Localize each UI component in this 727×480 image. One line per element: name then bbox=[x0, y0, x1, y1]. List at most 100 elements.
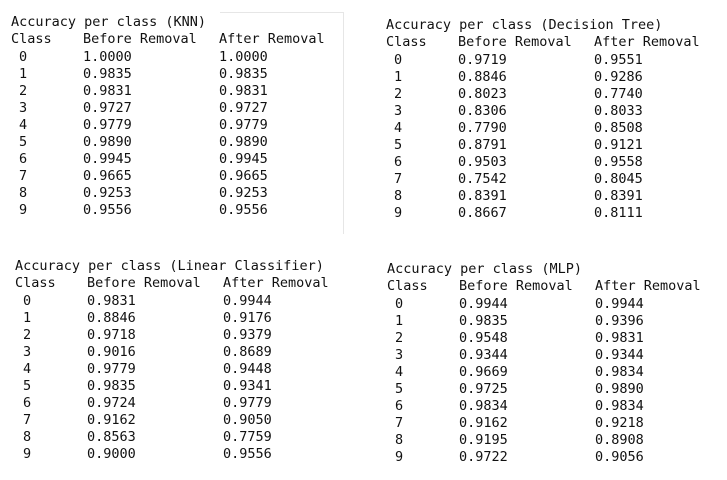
before-removal-cell: 0.8667 bbox=[458, 205, 507, 221]
after-removal-cell: 0.9176 bbox=[223, 310, 272, 326]
class-cell: 7 bbox=[394, 171, 403, 187]
after-removal-cell: 0.9050 bbox=[223, 412, 272, 428]
before-removal-cell: 0.9503 bbox=[458, 154, 507, 170]
before-removal-cell: 0.9835 bbox=[459, 313, 508, 329]
before-removal-cell: 0.9944 bbox=[459, 296, 508, 312]
before-removal-cell: 0.9665 bbox=[83, 168, 132, 184]
divider-horizontal bbox=[220, 12, 343, 13]
before-removal-cell: 0.9556 bbox=[83, 202, 132, 218]
class-cell: 9 bbox=[394, 205, 403, 221]
before-removal-cell: 0.9725 bbox=[459, 381, 508, 397]
class-cell: 4 bbox=[395, 364, 404, 380]
before-removal-cell: 0.8791 bbox=[458, 137, 507, 153]
before-removal-cell: 0.9669 bbox=[459, 364, 508, 380]
class-cell: 9 bbox=[23, 446, 32, 462]
class-cell: 7 bbox=[23, 412, 32, 428]
before-removal-cell: 0.8846 bbox=[87, 310, 136, 326]
class-cell: 0 bbox=[23, 293, 32, 309]
class-cell: 6 bbox=[23, 395, 32, 411]
header-before-removal: Before Removal bbox=[459, 278, 573, 294]
class-cell: 0 bbox=[395, 296, 404, 312]
header-after-removal: After Removal bbox=[595, 278, 701, 294]
before-removal-cell: 1.0000 bbox=[83, 49, 132, 65]
class-cell: 6 bbox=[395, 398, 404, 414]
before-removal-cell: 0.7790 bbox=[458, 120, 507, 136]
before-removal-cell: 0.9344 bbox=[459, 347, 508, 363]
before-removal-cell: 0.9016 bbox=[87, 344, 136, 360]
class-cell: 3 bbox=[395, 347, 404, 363]
panel-title: Accuracy per class (KNN) bbox=[11, 14, 207, 30]
after-removal-cell: 0.9831 bbox=[219, 83, 268, 99]
after-removal-cell: 0.9121 bbox=[594, 137, 643, 153]
class-cell: 2 bbox=[19, 83, 28, 99]
divider-vertical bbox=[343, 12, 344, 234]
after-removal-cell: 0.9779 bbox=[219, 117, 268, 133]
before-removal-cell: 0.9718 bbox=[87, 327, 136, 343]
before-removal-cell: 0.9722 bbox=[459, 449, 508, 465]
after-removal-cell: 0.8111 bbox=[594, 205, 643, 221]
class-cell: 8 bbox=[394, 188, 403, 204]
after-removal-cell: 0.9944 bbox=[595, 296, 644, 312]
header-after-removal: After Removal bbox=[223, 275, 329, 291]
after-removal-cell: 0.9944 bbox=[223, 293, 272, 309]
after-removal-cell: 0.9253 bbox=[219, 185, 268, 201]
class-cell: 4 bbox=[19, 117, 28, 133]
after-removal-cell: 0.7740 bbox=[594, 86, 643, 102]
class-cell: 4 bbox=[23, 361, 32, 377]
before-removal-cell: 0.9727 bbox=[83, 100, 132, 116]
class-cell: 3 bbox=[23, 344, 32, 360]
before-removal-cell: 0.9831 bbox=[87, 293, 136, 309]
header-before-removal: Before Removal bbox=[458, 34, 572, 50]
before-removal-cell: 0.9834 bbox=[459, 398, 508, 414]
class-cell: 3 bbox=[394, 103, 403, 119]
after-removal-cell: 0.9831 bbox=[595, 330, 644, 346]
after-removal-cell: 0.8033 bbox=[594, 103, 643, 119]
after-removal-cell: 0.9890 bbox=[595, 381, 644, 397]
after-removal-cell: 0.9834 bbox=[595, 398, 644, 414]
class-cell: 8 bbox=[395, 432, 404, 448]
after-removal-cell: 0.9556 bbox=[223, 446, 272, 462]
header-class: Class bbox=[386, 34, 427, 50]
before-removal-cell: 0.9719 bbox=[458, 52, 507, 68]
after-removal-cell: 0.9286 bbox=[594, 69, 643, 85]
before-removal-cell: 0.9835 bbox=[83, 66, 132, 82]
after-removal-cell: 0.8689 bbox=[223, 344, 272, 360]
after-removal-cell: 0.7759 bbox=[223, 429, 272, 445]
class-cell: 5 bbox=[395, 381, 404, 397]
after-removal-cell: 0.9558 bbox=[594, 154, 643, 170]
before-removal-cell: 0.9548 bbox=[459, 330, 508, 346]
class-cell: 1 bbox=[23, 310, 32, 326]
after-removal-cell: 0.9945 bbox=[219, 151, 268, 167]
class-cell: 8 bbox=[23, 429, 32, 445]
after-removal-cell: 0.9341 bbox=[223, 378, 272, 394]
before-removal-cell: 0.9779 bbox=[87, 361, 136, 377]
after-removal-cell: 0.9779 bbox=[223, 395, 272, 411]
class-cell: 2 bbox=[23, 327, 32, 343]
after-removal-cell: 0.8045 bbox=[594, 171, 643, 187]
after-removal-cell: 0.9379 bbox=[223, 327, 272, 343]
class-cell: 0 bbox=[19, 49, 28, 65]
class-cell: 6 bbox=[19, 151, 28, 167]
before-removal-cell: 0.9253 bbox=[83, 185, 132, 201]
panel-title: Accuracy per class (MLP) bbox=[387, 261, 583, 277]
header-class: Class bbox=[15, 275, 56, 291]
after-removal-cell: 0.9396 bbox=[595, 313, 644, 329]
after-removal-cell: 0.9727 bbox=[219, 100, 268, 116]
after-removal-cell: 0.9056 bbox=[595, 449, 644, 465]
before-removal-cell: 0.9195 bbox=[459, 432, 508, 448]
before-removal-cell: 0.9945 bbox=[83, 151, 132, 167]
before-removal-cell: 0.9162 bbox=[459, 415, 508, 431]
after-removal-cell: 0.9665 bbox=[219, 168, 268, 184]
class-cell: 0 bbox=[394, 52, 403, 68]
after-removal-cell: 0.9834 bbox=[595, 364, 644, 380]
class-cell: 6 bbox=[394, 154, 403, 170]
before-removal-cell: 0.8846 bbox=[458, 69, 507, 85]
after-removal-cell: 0.8508 bbox=[594, 120, 643, 136]
after-removal-cell: 0.9551 bbox=[594, 52, 643, 68]
class-cell: 5 bbox=[19, 134, 28, 150]
before-removal-cell: 0.8023 bbox=[458, 86, 507, 102]
after-removal-cell: 0.9556 bbox=[219, 202, 268, 218]
before-removal-cell: 0.9831 bbox=[83, 83, 132, 99]
class-cell: 2 bbox=[395, 330, 404, 346]
before-removal-cell: 0.9890 bbox=[83, 134, 132, 150]
